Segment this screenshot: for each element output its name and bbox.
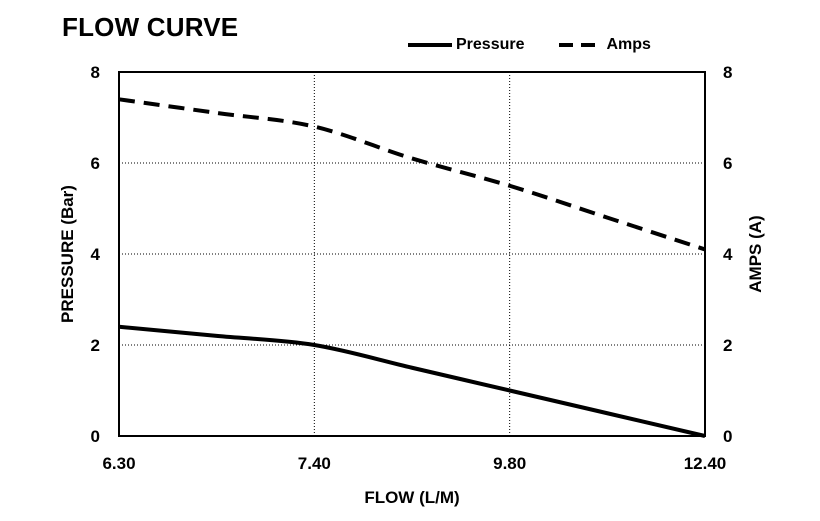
series-layer — [118, 97, 706, 438]
y-axis-label: PRESSURE (Bar) — [58, 185, 77, 323]
y-tick-label: 8 — [91, 63, 100, 82]
y2-tick-label: 8 — [723, 63, 732, 82]
plot-area-frame — [118, 71, 706, 437]
chart-legend: Pressure Amps — [408, 36, 651, 54]
y2-axis-label: AMPS (A) — [746, 215, 765, 292]
series-line-amps — [118, 97, 706, 252]
y-tick-label: 6 — [91, 154, 100, 173]
legend-item-pressure: Pressure — [408, 36, 525, 54]
legend-swatch-dashed-line — [558, 43, 603, 47]
x-axis-label: FLOW (L/M) — [364, 488, 459, 507]
y2-tick-label: 0 — [723, 427, 732, 446]
legend-swatch-solid-line — [408, 43, 452, 47]
y-tick-label: 4 — [91, 245, 101, 264]
x-tick-label: 9.80 — [493, 454, 526, 473]
series-line-pressure — [118, 324, 706, 438]
legend-item-amps: Amps — [558, 36, 651, 54]
y2-tick-label: 6 — [723, 154, 732, 173]
legend-label-pressure: Pressure — [456, 36, 525, 53]
y-tick-label: 2 — [91, 336, 100, 355]
y2-tick-label: 2 — [723, 336, 732, 355]
chart-title: FLOW CURVE — [62, 12, 239, 42]
y-tick-label: 0 — [91, 427, 100, 446]
legend-label-amps: Amps — [606, 36, 651, 53]
gridlines — [119, 72, 705, 436]
x-tick-label: 12.40 — [684, 454, 727, 473]
x-tick-label: 7.40 — [298, 454, 331, 473]
x-tick-label: 6.30 — [102, 454, 135, 473]
tick-labels: 6.30 7.40 9.80 12.40 0 2 4 6 8 0 2 4 6 8 — [91, 63, 733, 473]
y2-tick-label: 4 — [723, 245, 733, 264]
